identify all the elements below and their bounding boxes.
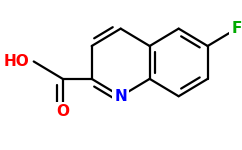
Text: O: O (56, 104, 69, 119)
Text: HO: HO (4, 54, 30, 69)
Text: N: N (114, 89, 127, 104)
Text: F: F (231, 21, 242, 36)
